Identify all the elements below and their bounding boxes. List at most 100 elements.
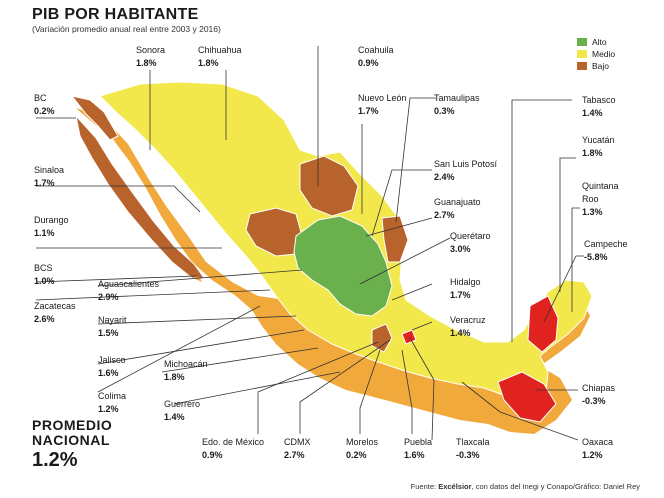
page-title: PIB POR HABITANTE [32, 6, 199, 23]
state-name: Sonora [136, 45, 166, 55]
label-veracruz: Veracruz 1.4% [450, 314, 486, 340]
region-chiapas [497, 371, 557, 423]
label-hidalgo: Hidalgo 1.7% [450, 276, 481, 302]
state-name: Tabasco [582, 95, 616, 105]
state-value: 1.3% [582, 207, 603, 217]
state-name: Quintana [582, 181, 619, 191]
state-value: 1.7% [358, 106, 379, 116]
state-name: Roo [582, 194, 599, 204]
state-value: -0.3% [582, 396, 606, 406]
legend-item-bajo: Bajo [577, 60, 615, 72]
national-average-label: PROMEDIO [32, 417, 113, 433]
legend: Alto Medio Bajo [577, 36, 615, 72]
legend-swatch-bajo [577, 62, 587, 70]
region-tamaulipas [381, 215, 409, 263]
region-coahuila [299, 155, 359, 217]
state-name: Puebla [404, 437, 433, 447]
label-sonora: Sonora 1.8% [136, 44, 165, 70]
label-nuevo-leon: Nuevo León 1.7% [358, 92, 407, 118]
state-value: 1.4% [164, 412, 185, 422]
source-rest: , con datos del Inegi y Conapo/Gráfico: … [471, 482, 640, 491]
label-queretaro: Querétaro 3.0% [450, 230, 491, 256]
state-name: Morelos [346, 437, 379, 447]
state-value: 1.4% [582, 108, 603, 118]
legend-item-alto: Alto [577, 36, 615, 48]
label-bcs: BCS 1.0% [34, 262, 55, 288]
state-value: 2.4% [434, 172, 455, 182]
label-tabasco: Tabasco 1.4% [582, 94, 616, 120]
state-value: 2.7% [434, 210, 455, 220]
state-value: -0.3% [456, 450, 480, 460]
state-name: Chihuahua [198, 45, 242, 55]
state-value: 1.7% [34, 178, 55, 188]
legend-label: Alto [592, 37, 607, 47]
region-edomex [371, 323, 393, 353]
legend-swatch-medio [577, 50, 587, 58]
state-name: Zacatecas [34, 301, 76, 311]
state-name: Tlaxcala [456, 437, 490, 447]
label-morelos: Morelos 0.2% [346, 436, 378, 462]
state-value: 0.3% [434, 106, 455, 116]
state-value: 0.9% [358, 58, 379, 68]
state-value: 1.8% [136, 58, 157, 68]
legend-item-medio: Medio [577, 48, 615, 60]
state-value: 0.2% [34, 106, 55, 116]
state-name: Aguascalientes [98, 279, 160, 289]
state-name: BC [34, 93, 47, 103]
label-puebla: Puebla 1.6% [404, 436, 432, 462]
label-nayarit: Nayarit 1.5% [98, 314, 127, 340]
state-value: 1.2% [582, 450, 603, 460]
label-sinaloa: Sinaloa 1.7% [34, 164, 64, 190]
page-subtitle: (Variación promedio anual real entre 200… [32, 24, 221, 34]
state-value: 1.0% [34, 276, 55, 286]
state-name: Yucatán [582, 135, 615, 145]
state-value: 1.5% [98, 328, 119, 338]
label-oaxaca: Oaxaca 1.2% [582, 436, 613, 462]
label-tamaulipas: Tamaulipas 0.3% [434, 92, 480, 118]
label-quintana-roo: Quintana Roo 1.3% [582, 180, 619, 219]
state-name: Sinaloa [34, 165, 65, 175]
state-name: Nayarit [98, 315, 127, 325]
state-name: Durango [34, 215, 69, 225]
state-name: Campeche [584, 239, 628, 249]
state-value: -5.8% [584, 252, 608, 262]
state-value: 2.7% [284, 450, 305, 460]
state-value: 1.2% [98, 404, 119, 414]
label-guanajuato: Guanajuato 2.7% [434, 196, 481, 222]
state-value: 3.0% [450, 244, 471, 254]
state-value: 1.4% [450, 328, 471, 338]
label-bc: BC 0.2% [34, 92, 55, 118]
source-name: Excélsior [438, 482, 472, 491]
region-tlaxcala [401, 329, 417, 345]
label-tlaxcala: Tlaxcala -0.3% [456, 436, 490, 462]
state-value: 1.8% [198, 58, 219, 68]
state-name: San Luis Potosí [434, 159, 498, 169]
label-michoacan: Michoacán 1.8% [164, 358, 208, 384]
state-name: Querétaro [450, 231, 491, 241]
national-average: PROMEDIO NACIONAL 1.2% [32, 418, 112, 472]
region-campeche [527, 295, 559, 353]
state-name: Guanajuato [434, 197, 481, 207]
state-name: Tamaulipas [434, 93, 480, 103]
state-value: 1.6% [98, 368, 119, 378]
state-name: Oaxaca [582, 437, 614, 447]
label-campeche: Campeche -5.8% [584, 238, 628, 264]
state-name: Edo. de México [202, 437, 265, 447]
region-bc [70, 95, 119, 141]
label-edomex: Edo. de México 0.9% [202, 436, 264, 462]
state-value: 0.2% [346, 450, 367, 460]
state-name: Guerrero [164, 399, 201, 409]
national-average-label: NACIONAL [32, 432, 110, 448]
source-prefix: Fuente: [410, 482, 439, 491]
label-zacatecas: Zacatecas 2.6% [34, 300, 76, 326]
label-chiapas: Chiapas -0.3% [582, 382, 615, 408]
source-credit: Fuente: Excélsior, con datos del Inegi y… [411, 482, 640, 491]
state-name: Veracruz [450, 315, 486, 325]
state-name: Chiapas [582, 383, 616, 393]
region-alto [293, 215, 393, 317]
label-colima: Colima 1.2% [98, 390, 126, 416]
state-name: Colima [98, 391, 127, 401]
state-name: Michoacán [164, 359, 208, 369]
state-name: Jalisco [98, 355, 126, 365]
label-slp: San Luis Potosí 2.4% [434, 158, 497, 184]
